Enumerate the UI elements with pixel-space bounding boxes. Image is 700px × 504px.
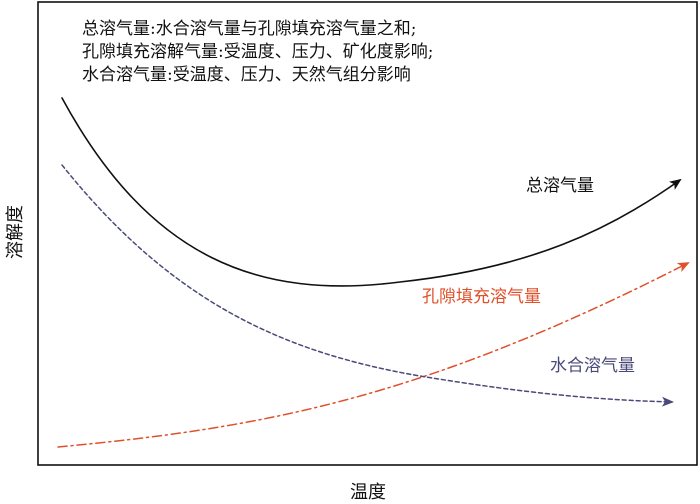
- y-axis-label: 溶解度: [5, 205, 26, 259]
- hydrate-gas-curve: [61, 164, 674, 407]
- plot-frame: [37, 1, 698, 466]
- note-hydrate-factors: 水合溶气量:受温度、压力、天然气组分影响: [82, 65, 411, 85]
- hydrate-gas-label: 水合溶气量: [550, 356, 635, 376]
- note-total-definition: 总溶气量:水合溶气量与孔隙填充溶气量之和;: [82, 19, 416, 39]
- total-gas-curve: [61, 97, 682, 287]
- total-gas-label: 总溶气量: [526, 176, 594, 196]
- pore-filling-gas-curve: [57, 262, 690, 448]
- note-pore-filling-factors: 孔隙填充溶解气量:受温度、压力、矿化度影响;: [82, 42, 433, 62]
- x-axis-label: 温度: [350, 482, 386, 503]
- pore-filling-gas-label: 孔隙填充溶气量: [422, 287, 541, 307]
